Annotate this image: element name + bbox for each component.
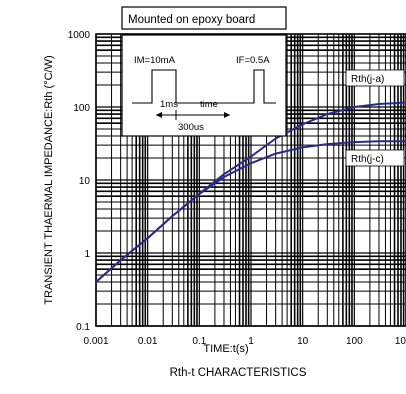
- inset-box: [121, 34, 287, 137]
- inset-arrow-head-right: [224, 112, 230, 118]
- series-label-box-ja: [345, 69, 405, 87]
- series-labels: Rth(j-a) Rth(j-c): [345, 69, 405, 167]
- series-label-ja: Rth(j-a): [351, 74, 384, 85]
- x-tick-label: 10: [297, 336, 309, 347]
- series-layer: [95, 101, 406, 283]
- series-label-box-jc: [345, 149, 405, 167]
- series-line-rth-jc: [95, 140, 406, 283]
- inset-title: Mounted on epoxy board: [128, 14, 255, 26]
- inset-if-label: IF=0.5A: [236, 55, 270, 66]
- chart-caption: Rth‐t CHARACTERISTICS: [170, 367, 307, 379]
- inset-arrow-head-left: [156, 112, 162, 118]
- y-tick-label: 1000: [68, 30, 91, 41]
- inset-title-box: [121, 6, 287, 30]
- tick-labels: 0.001 0.01 0.1 1 10 100 1000 0.1 1 10 100 1000: [68, 30, 406, 347]
- x-tick-label: 1: [248, 336, 254, 347]
- y-axis-title: TRANSIENT THAERMAL IMPEDANCE:Rth (°C/W): [43, 55, 55, 304]
- y-tick-label: 1: [84, 249, 90, 260]
- y-tick-label: 10: [79, 176, 91, 187]
- inset-im-label: IM=10mA: [134, 55, 176, 66]
- inset-1ms-label: 1ms: [160, 99, 178, 110]
- x-tick-label: 0.001: [83, 336, 108, 347]
- x-tick-label: 0.01: [138, 336, 158, 347]
- inset-pulse-waveform: [132, 69, 276, 104]
- inset-duration-label: 300us: [178, 122, 204, 133]
- y-tick-label: 100: [73, 103, 90, 114]
- plot-frame: [95, 33, 406, 327]
- series-label-jc: Rth(j-c): [351, 154, 384, 165]
- inset-time-label: time: [200, 99, 218, 110]
- x-tick-label: 1000: [395, 336, 406, 347]
- inset-diagram: Mounted on epoxy board IM=10mA IF=0.5A 1…: [121, 6, 287, 137]
- x-tick-label: 100: [346, 336, 363, 347]
- x-tick-label: 0.1: [192, 336, 206, 347]
- y-tick-label: 0.1: [76, 322, 90, 333]
- x-axis-title: TIME:t(s): [203, 343, 248, 355]
